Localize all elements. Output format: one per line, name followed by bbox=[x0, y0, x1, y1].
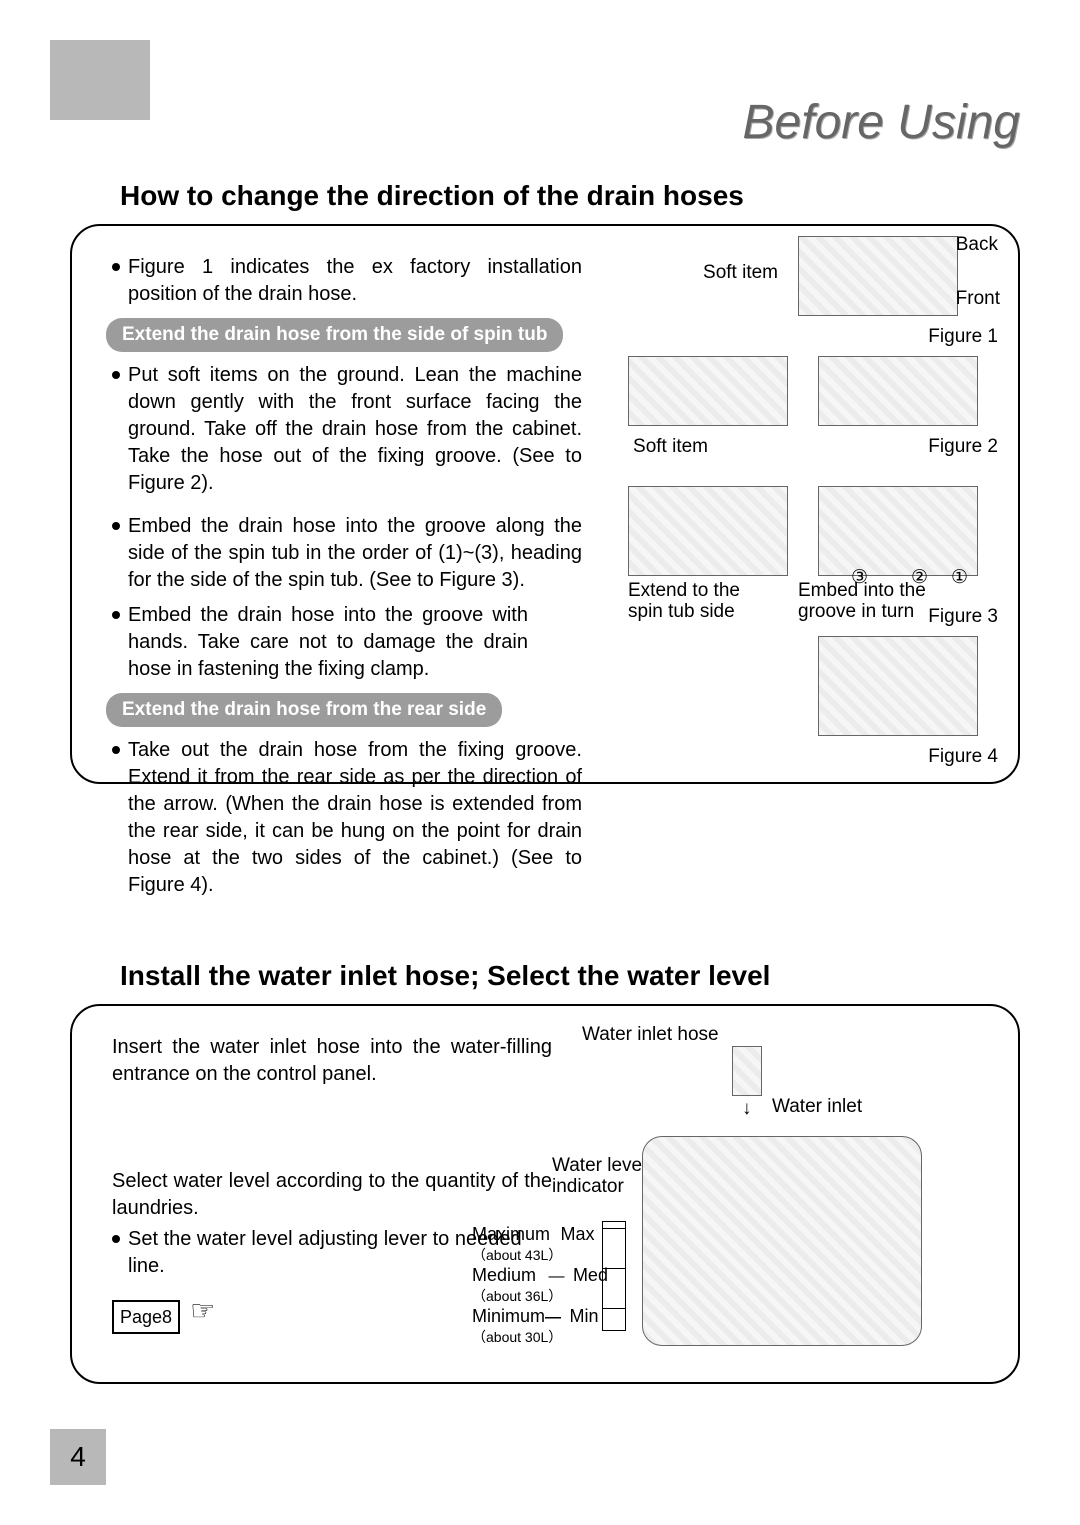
page8-reference: Page8 bbox=[112, 1300, 180, 1334]
bullet-1-text: Figure 1 indicates the ex factory instal… bbox=[128, 254, 582, 308]
bullet-icon bbox=[112, 522, 120, 530]
label-medium-sub: （about 36L） bbox=[472, 1286, 608, 1306]
label-num-2: ② bbox=[911, 566, 928, 589]
bullet-icon bbox=[112, 611, 120, 619]
pill-spin-tub: Extend the drain hose from the side of s… bbox=[106, 318, 563, 352]
section2-para2: Select water level according to the quan… bbox=[112, 1168, 552, 1222]
bullet-icon bbox=[112, 371, 120, 379]
label-front: Front bbox=[956, 288, 1000, 310]
label-min: Min bbox=[569, 1306, 598, 1326]
bullet-2: Put soft items on the ground. Lean the m… bbox=[112, 362, 582, 497]
label-max: Max bbox=[560, 1224, 594, 1244]
pill-rear-side: Extend the drain hose from the rear side bbox=[106, 693, 502, 727]
figure-3-image-b bbox=[818, 486, 978, 576]
label-figure-4: Figure 4 bbox=[928, 746, 998, 768]
bullet-4-text: Embed the drain hose into the groove wit… bbox=[128, 602, 528, 683]
label-soft-item-2: Soft item bbox=[633, 436, 708, 458]
label-minimum: Minimum bbox=[472, 1306, 545, 1326]
label-minimum-sub: （about 30L） bbox=[472, 1327, 608, 1347]
section2-para1: Insert the water inlet hose into the wat… bbox=[112, 1034, 552, 1088]
page-number: 4 bbox=[50, 1429, 106, 1485]
page8-label: Page8 bbox=[120, 1305, 172, 1329]
bullet-icon bbox=[112, 263, 120, 271]
label-maximum: Maximum bbox=[472, 1224, 550, 1244]
section2-title: Install the water inlet hose; Select the… bbox=[120, 960, 1080, 992]
bullet-3-text: Embed the drain hose into the groove alo… bbox=[128, 513, 582, 594]
figure-2-image-b bbox=[818, 356, 978, 426]
figure-4-image bbox=[818, 636, 978, 736]
bullet-2-text: Put soft items on the ground. Lean the m… bbox=[128, 362, 582, 497]
label-soft-item-1: Soft item bbox=[703, 262, 778, 284]
label-extend-spin: Extend to the spin tub side bbox=[628, 581, 768, 623]
label-figure-3: Figure 3 bbox=[928, 606, 998, 628]
bullet-icon bbox=[112, 746, 120, 754]
section2-box: Insert the water inlet hose into the wat… bbox=[70, 1004, 1020, 1384]
water-inlet-hose-image bbox=[732, 1046, 762, 1096]
label-back: Back bbox=[956, 234, 998, 256]
label-figure-1: Figure 1 bbox=[928, 326, 998, 348]
label-water-inlet-hose: Water inlet hose bbox=[582, 1024, 719, 1046]
label-medium: Medium bbox=[472, 1265, 536, 1285]
header-grey-block bbox=[50, 40, 150, 120]
label-water-inlet: Water inlet bbox=[772, 1096, 862, 1118]
figure-1-image bbox=[798, 236, 958, 316]
arrow-down-icon: ↓ bbox=[742, 1098, 752, 1120]
washer-diagram bbox=[642, 1136, 922, 1346]
bullet-1: Figure 1 indicates the ex factory instal… bbox=[112, 254, 582, 308]
section1-box: Figure 1 indicates the ex factory instal… bbox=[70, 224, 1020, 784]
label-maximum-sub: （about 43L） bbox=[472, 1245, 608, 1265]
label-figure-2: Figure 2 bbox=[928, 436, 998, 458]
figure-3-image-a bbox=[628, 486, 788, 576]
bullet-5: Take out the drain hose from the fixing … bbox=[112, 737, 582, 899]
pointing-hand-icon: ☞ bbox=[190, 1292, 215, 1330]
bullet-5-text: Take out the drain hose from the fixing … bbox=[128, 737, 582, 899]
bullet-4: Embed the drain hose into the groove wit… bbox=[112, 602, 582, 683]
section-water-inlet: Install the water inlet hose; Select the… bbox=[0, 960, 1080, 1384]
bullet-icon bbox=[112, 1235, 120, 1243]
page-title: Before Using bbox=[743, 95, 1020, 150]
label-num-1: ① bbox=[951, 566, 968, 589]
section-drain-hoses: How to change the direction of the drain… bbox=[0, 180, 1080, 784]
figure-2-image-a bbox=[628, 356, 788, 426]
level-bar-icon bbox=[602, 1221, 626, 1331]
section1-title: How to change the direction of the drain… bbox=[120, 180, 1080, 212]
bullet-3: Embed the drain hose into the groove alo… bbox=[112, 513, 582, 594]
label-num-3: ③ bbox=[851, 566, 868, 589]
